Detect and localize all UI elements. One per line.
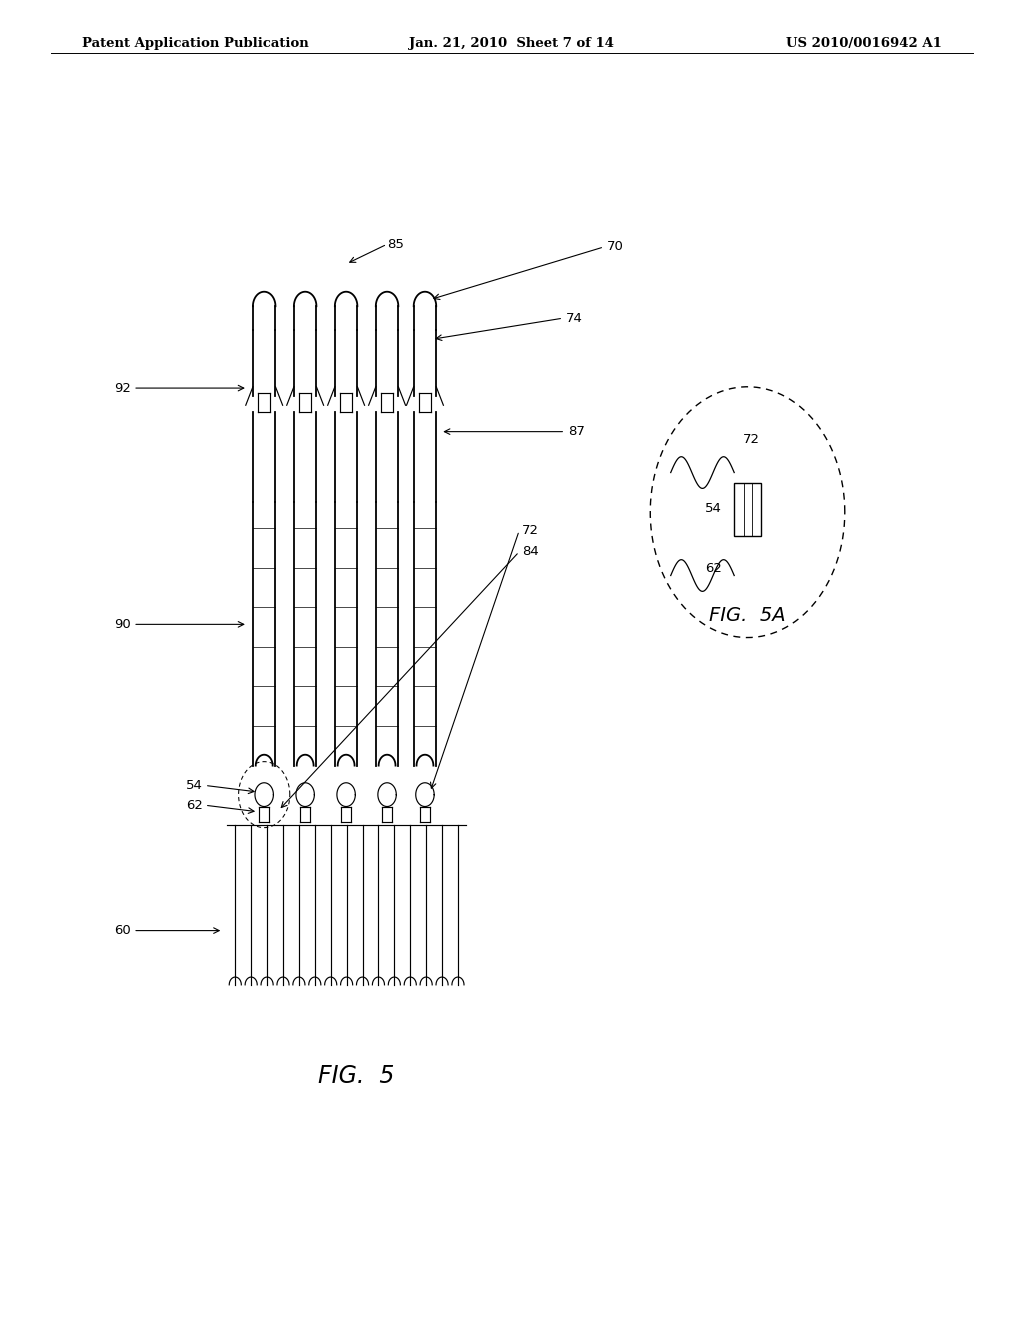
Text: 72: 72: [742, 433, 760, 446]
Text: Patent Application Publication: Patent Application Publication: [82, 37, 308, 50]
Text: 70: 70: [607, 240, 624, 253]
Text: 60: 60: [115, 924, 131, 937]
Text: Jan. 21, 2010  Sheet 7 of 14: Jan. 21, 2010 Sheet 7 of 14: [410, 37, 614, 50]
Text: US 2010/0016942 A1: US 2010/0016942 A1: [786, 37, 942, 50]
Bar: [734, 483, 761, 536]
Text: 92: 92: [115, 381, 131, 395]
Text: 62: 62: [186, 799, 203, 812]
Text: 90: 90: [115, 618, 131, 631]
Text: 72: 72: [522, 524, 540, 537]
Text: 54: 54: [186, 779, 203, 792]
Text: FIG.  5A: FIG. 5A: [710, 606, 785, 624]
Text: FIG.  5: FIG. 5: [318, 1064, 394, 1088]
Text: 84: 84: [522, 545, 539, 558]
Text: 85: 85: [387, 238, 403, 251]
Text: 54: 54: [706, 502, 722, 515]
Text: 74: 74: [566, 312, 583, 325]
Text: 62: 62: [706, 562, 722, 576]
Text: 87: 87: [568, 425, 585, 438]
